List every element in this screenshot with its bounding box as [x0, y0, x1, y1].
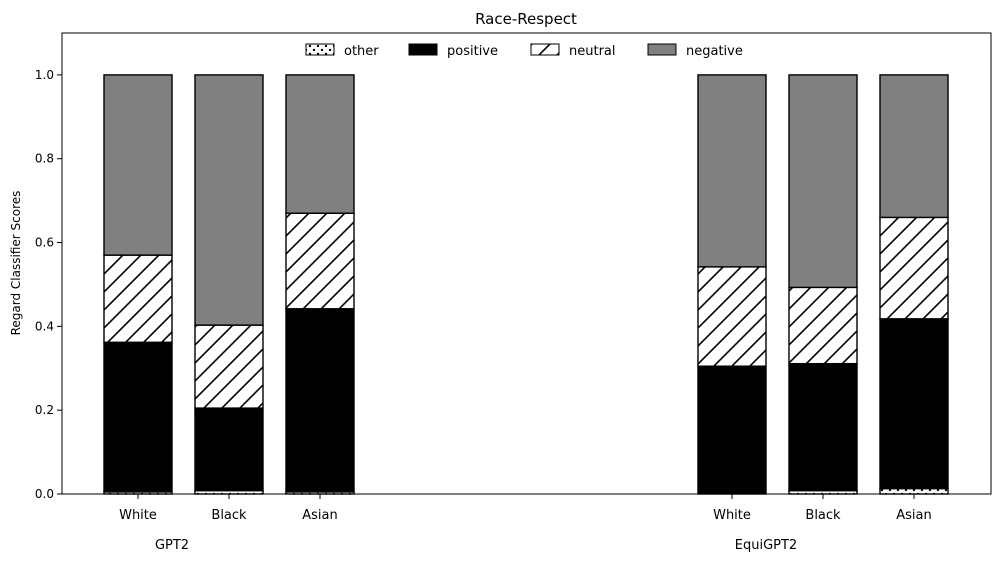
- y-axis-label: Regard Classifier Scores: [9, 191, 23, 336]
- bar-neutral-equigpt2-asian: [879, 216, 949, 320]
- bar-neutral-gpt2-asian: [285, 212, 355, 310]
- bar-neutral-gpt2-white: [103, 254, 173, 343]
- legend-label-negative: negative: [686, 44, 743, 59]
- x-tick-label: Asian: [896, 508, 931, 523]
- x-tick-label: Black: [211, 508, 247, 523]
- bar-negative-gpt2-white: [103, 74, 173, 256]
- bar-neutral-equigpt2-black: [788, 286, 858, 365]
- bar-negative-equigpt2-asian: [879, 74, 949, 219]
- bar-neutral-equigpt2-white: [697, 266, 767, 367]
- bar-positive-gpt2-white: [103, 341, 173, 493]
- x-tick-label: White: [119, 508, 157, 523]
- legend-label-positive: positive: [447, 44, 498, 59]
- bar-negative-gpt2-asian: [285, 74, 355, 214]
- y-tick-label: 0.8: [35, 152, 54, 166]
- bar-negative-equigpt2-black: [788, 74, 858, 289]
- y-tick-label: 0.0: [35, 487, 54, 501]
- x-axis: White Black Asian GPT2 White Black Asian EquiGP…: [119, 494, 932, 553]
- x-tick-label: Black: [805, 508, 841, 523]
- bar-negative-gpt2-black: [194, 74, 264, 326]
- y-tick-label: 0.4: [35, 319, 54, 333]
- chart-title: Race-Respect: [475, 10, 577, 28]
- bar-neutral-gpt2-black: [194, 324, 264, 409]
- bars-layer: [103, 74, 949, 495]
- legend-swatch-neutral: [530, 43, 560, 56]
- bar-positive-equigpt2-white: [697, 365, 767, 495]
- legend-label-other: other: [344, 44, 379, 59]
- x-tick-label: White: [713, 508, 751, 523]
- y-axis: 0.0 0.2 0.4 0.6 0.8 1.0: [35, 68, 62, 501]
- bar-positive-equigpt2-asian: [879, 318, 949, 490]
- bar-positive-gpt2-asian: [285, 308, 355, 493]
- group-label: GPT2: [155, 538, 189, 553]
- bar-negative-equigpt2-white: [697, 74, 767, 268]
- bar-other-equigpt2-asian: [879, 487, 949, 495]
- y-tick-label: 1.0: [35, 68, 54, 82]
- legend-swatch-negative: [647, 43, 677, 56]
- legend: other positive neutral negative: [305, 43, 743, 59]
- plot-frame: [61, 32, 992, 495]
- y-tick-label: 0.2: [35, 403, 54, 417]
- legend-swatch-positive: [408, 43, 438, 56]
- group-label: EquiGPT2: [735, 538, 797, 553]
- bar-positive-gpt2-black: [194, 407, 264, 492]
- legend-label-neutral: neutral: [569, 44, 616, 59]
- bar-positive-equigpt2-black: [788, 362, 858, 492]
- x-tick-label: Asian: [302, 508, 337, 523]
- y-tick-label: 0.6: [35, 236, 54, 250]
- legend-swatch-other: [305, 43, 335, 56]
